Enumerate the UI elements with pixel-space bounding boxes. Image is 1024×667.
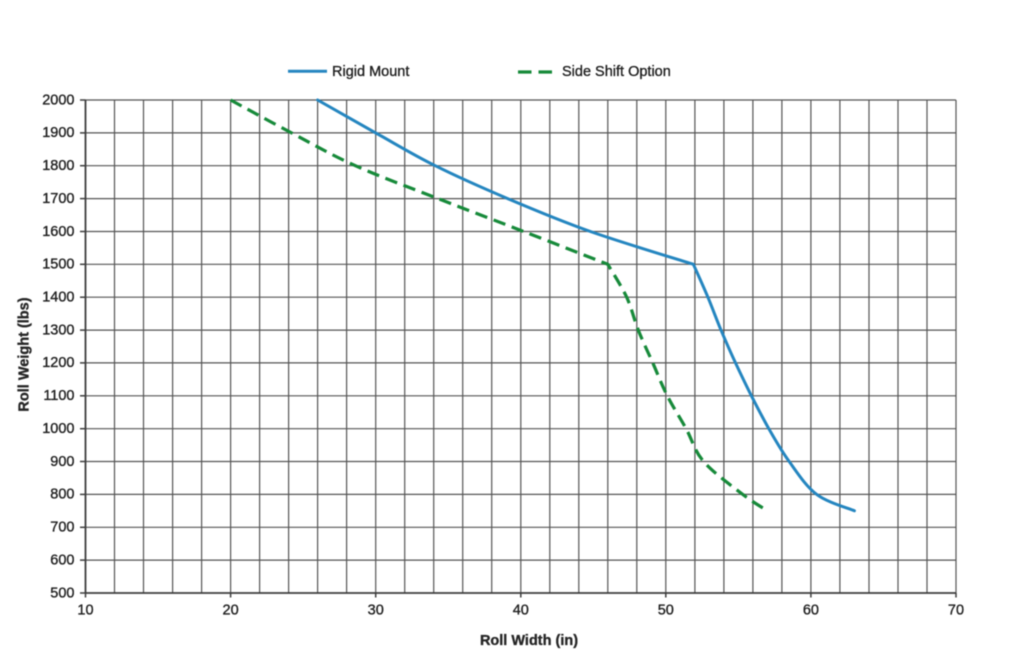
svg-text:800: 800 [50, 487, 74, 503]
svg-text:40: 40 [513, 603, 529, 619]
svg-text:2000: 2000 [42, 92, 74, 108]
svg-text:600: 600 [50, 552, 74, 568]
svg-text:900: 900 [50, 454, 74, 470]
svg-text:1400: 1400 [42, 290, 74, 306]
svg-text:Side Shift Option: Side Shift Option [562, 64, 671, 80]
svg-text:1800: 1800 [42, 158, 74, 174]
svg-text:1900: 1900 [42, 125, 74, 141]
svg-text:1600: 1600 [42, 224, 74, 240]
svg-text:1300: 1300 [42, 322, 74, 338]
svg-text:Roll Width (in): Roll Width (in) [480, 633, 578, 649]
svg-text:30: 30 [368, 603, 384, 619]
svg-text:50: 50 [658, 603, 674, 619]
svg-text:1100: 1100 [43, 388, 74, 404]
svg-text:1700: 1700 [42, 191, 74, 207]
svg-text:70: 70 [948, 603, 964, 619]
svg-text:1200: 1200 [42, 355, 74, 371]
svg-text:500: 500 [50, 585, 74, 601]
svg-text:20: 20 [223, 603, 239, 619]
svg-text:60: 60 [803, 603, 819, 619]
svg-text:Roll Weight (lbs): Roll Weight (lbs) [16, 297, 32, 411]
svg-text:700: 700 [50, 520, 74, 536]
svg-text:1500: 1500 [42, 257, 74, 273]
svg-text:10: 10 [77, 603, 93, 619]
svg-text:1000: 1000 [42, 421, 74, 437]
svg-text:Rigid Mount: Rigid Mount [332, 64, 409, 80]
